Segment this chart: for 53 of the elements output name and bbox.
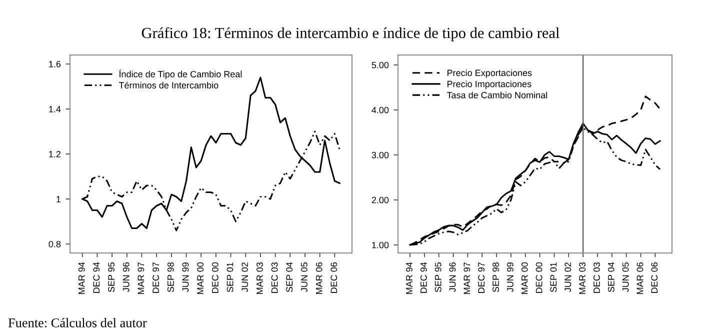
x-tick-label: MAR 94	[406, 262, 412, 294]
x-tick-label: DEC 00	[212, 262, 218, 293]
source-note: Fuente: Cálculos del autor	[8, 318, 147, 328]
x-tick-label: JUN 99	[182, 262, 189, 292]
x-tick-label: MAR 00	[197, 262, 204, 294]
x-tick-label: JUN 96	[122, 262, 130, 292]
x-tick-label: SEP 95	[434, 262, 442, 292]
x-tick-label: SEP 01	[550, 262, 557, 292]
chart-title: Gráfico 18: Términos de intercambio e índice de tipo de cambio real	[142, 27, 560, 42]
y-tick-label: 1	[56, 196, 61, 202]
x-tick-label: JUN 99	[506, 262, 514, 292]
x-tick-label: JUN 96	[449, 262, 456, 292]
x-tick-label: SEP 04	[608, 262, 614, 292]
y-tick-label: 1.00	[372, 242, 389, 248]
x-tick-label: SEP 98	[167, 262, 174, 292]
legend-label: Precio Exportaciones	[447, 69, 532, 78]
y-tick-label: 2.00	[372, 196, 389, 204]
x-tick-label: DEC 03	[594, 262, 600, 293]
x-tick-label: DEC 00	[536, 262, 542, 293]
x-tick-label: MAR 03	[256, 262, 263, 294]
x-tick-label: DEC 03	[271, 262, 278, 293]
x-tick-label: SEP 01	[226, 262, 234, 292]
x-tick-label: MAR 06	[316, 262, 322, 294]
x-tick-label: MAR 06	[636, 262, 644, 294]
x-tick-label: DEC 97	[152, 262, 159, 293]
y-tick-label: 3.00	[372, 152, 389, 158]
x-tick-label: MAR 03	[579, 262, 586, 294]
x-tick-label: DEC 06	[651, 262, 658, 293]
x-tick-label: SEP 98	[492, 262, 499, 292]
x-tick-label: DEC 94	[420, 262, 427, 293]
x-tick-label: MAR 00	[521, 262, 528, 294]
y-tick-label: 1.6	[49, 60, 61, 68]
y-tick-label: 0.8	[48, 240, 61, 248]
x-tick-label: DEC 06	[330, 262, 338, 293]
legend-label: Términos de Intercambio	[118, 82, 218, 88]
x-tick-label: SEP 95	[108, 262, 114, 292]
y-tick-label: 1.4	[49, 106, 61, 112]
y-tick-label: 1.2	[49, 150, 61, 158]
x-tick-label: JUN 05	[622, 262, 629, 292]
x-tick-label: MAR 94	[78, 262, 85, 294]
y-tick-label: 4.00	[372, 106, 389, 114]
legend-label: Índice de Tipo de Cambio Real	[119, 69, 242, 80]
x-tick-label: SEP 04	[286, 262, 293, 292]
x-tick-label: JUN 02	[242, 262, 248, 292]
x-tick-label: JUN 05	[301, 262, 308, 292]
x-tick-label: DEC 94	[93, 262, 100, 293]
x-tick-label: DEC 97	[478, 262, 485, 293]
legend-label: Precio Importaciones	[447, 80, 532, 89]
x-tick-label: MAR 97	[464, 262, 470, 294]
legend-label: Tasa de Cambio Nominal	[446, 92, 547, 98]
x-tick-label: JUN 02	[564, 262, 572, 292]
y-tick-label: 5.00	[372, 62, 389, 68]
x-tick-label: MAR 97	[138, 262, 144, 294]
